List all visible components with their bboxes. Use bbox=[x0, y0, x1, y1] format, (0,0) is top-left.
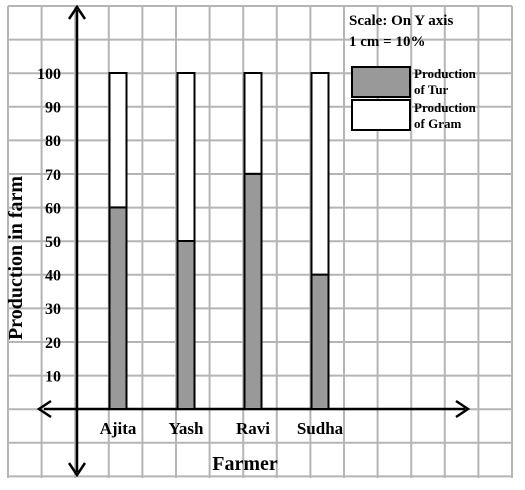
y-axis-arrow-down bbox=[67, 462, 87, 478]
bar-yash-gram bbox=[176, 72, 196, 242]
legend-label-gram-line-2: of Gram bbox=[414, 116, 461, 131]
y-tick-label: 40 bbox=[45, 268, 61, 285]
y-tick-label: 60 bbox=[45, 200, 61, 217]
bar-ajita-tur bbox=[108, 206, 128, 410]
y-tick-label: 30 bbox=[45, 301, 61, 318]
y-tick-label: 80 bbox=[45, 133, 61, 150]
legend: Production of Tur Production of Gram bbox=[351, 66, 477, 131]
y-axis-arrow-up bbox=[67, 4, 87, 20]
y-tick-label: 70 bbox=[45, 167, 61, 184]
y-tick-label: 90 bbox=[45, 100, 61, 117]
y-tick-label: 100 bbox=[37, 66, 61, 83]
y-axis-label: Production in farm bbox=[5, 176, 27, 340]
x-tick-label: Ajita bbox=[100, 419, 137, 438]
x-tick-label: Sudha bbox=[297, 419, 344, 438]
legend-label-gram-line-1: Production bbox=[414, 100, 477, 115]
y-tick-label: 50 bbox=[45, 234, 61, 251]
bars bbox=[108, 72, 330, 410]
bar-yash-tur bbox=[176, 240, 196, 410]
scale-note: Scale: On Y axis 1 cm = 10% bbox=[349, 13, 453, 50]
legend-swatch-gram bbox=[351, 99, 411, 131]
legend-label-tur-line-1: Production bbox=[414, 66, 477, 81]
scale-note-line-1: Scale: On Y axis bbox=[349, 13, 453, 29]
bar-ajita-gram bbox=[108, 72, 128, 209]
bar-ravi-tur bbox=[243, 172, 263, 410]
x-axis-label: Farmer bbox=[212, 453, 278, 475]
scale-note-line-2: 1 cm = 10% bbox=[349, 34, 425, 50]
bar-sudha-gram bbox=[310, 72, 330, 276]
x-axis-arrow-left bbox=[36, 399, 52, 419]
legend-swatch-tur bbox=[351, 66, 411, 98]
y-tick-labels: 10 20 30 40 50 60 70 80 90 100 bbox=[37, 66, 61, 385]
bar-ravi-gram bbox=[243, 72, 263, 175]
x-axis-arrow-right bbox=[455, 399, 471, 419]
y-tick-label: 10 bbox=[45, 368, 61, 385]
x-tick-labels: Ajita Yash Ravi Sudha bbox=[100, 419, 344, 438]
legend-label-tur-line-2: of Tur bbox=[414, 82, 449, 97]
y-tick-label: 20 bbox=[45, 335, 61, 352]
x-tick-label: Ravi bbox=[236, 419, 270, 438]
bar-sudha-tur bbox=[310, 273, 330, 410]
x-tick-label: Yash bbox=[169, 419, 205, 438]
